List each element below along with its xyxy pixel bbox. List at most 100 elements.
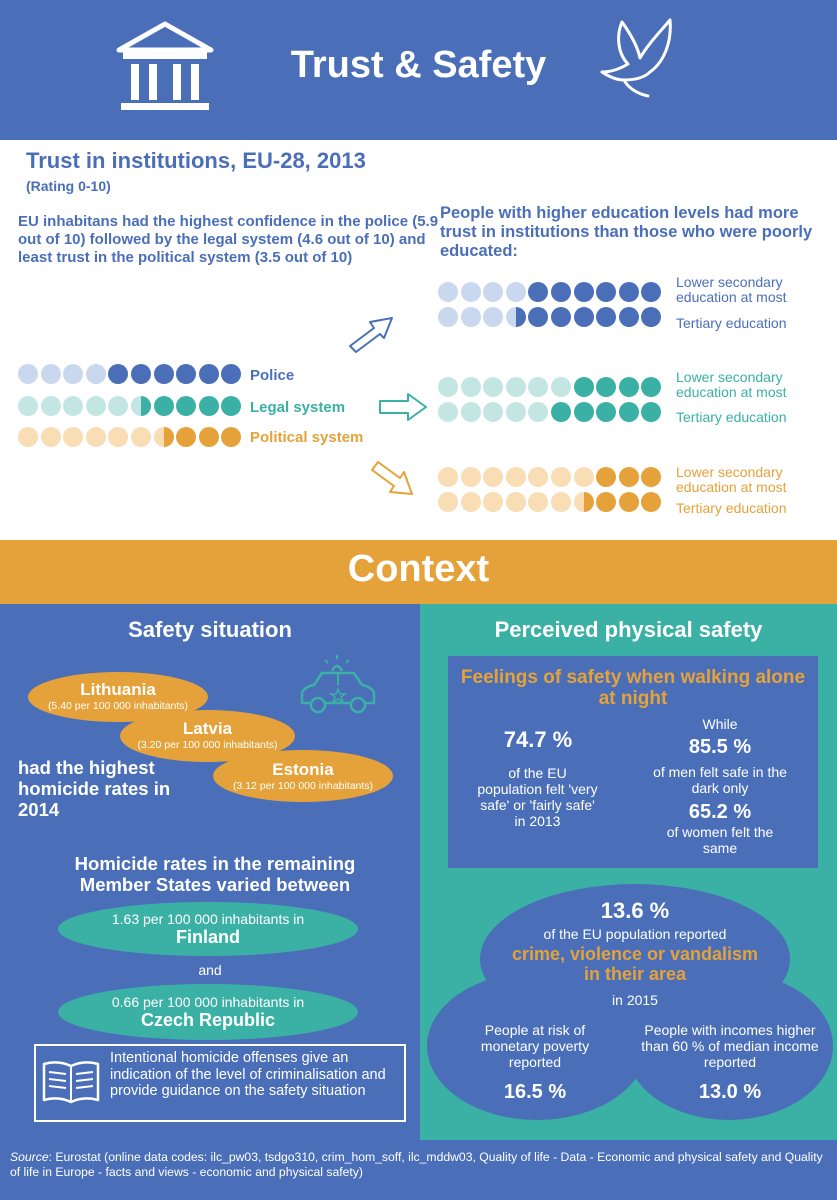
education-rating-dot — [596, 377, 617, 397]
latvia-rate: (3.20 per 100 000 inhabitants) — [137, 739, 278, 751]
trust-rating-dot — [176, 427, 197, 447]
education-rating-dot — [641, 282, 662, 302]
education-rating-dot — [550, 402, 571, 422]
night-safety-title: Feelings of safety when walking alone at… — [460, 667, 806, 709]
men-safe-text: of men felt safe in the dark only — [653, 764, 787, 796]
poverty-text: People at risk of monetary poverty repor… — [480, 1022, 590, 1070]
education-rating-dot — [618, 402, 639, 422]
women-safe-text: of women felt the same — [666, 824, 774, 856]
political-system-label: Political system — [250, 429, 364, 446]
trust-rating-dot — [130, 396, 151, 416]
trust-rating-dot — [63, 364, 84, 384]
crime-text: of the EU population reported — [543, 926, 727, 942]
police-label: Police — [250, 367, 295, 384]
education-rating-dot — [596, 492, 617, 512]
education-rating-dot — [505, 492, 526, 512]
note-text: Intentional homicide offenses give an in… — [110, 1050, 386, 1099]
police-car-icon — [300, 655, 376, 714]
open-book-icon — [42, 1061, 100, 1104]
education-rating-dot — [596, 282, 617, 302]
latvia-name: Latvia — [182, 719, 233, 738]
homicide-range-heading: Homicide rates in the remaining Member S… — [74, 853, 356, 895]
trust-rating-dot — [63, 396, 84, 416]
education-rating-dot — [528, 307, 549, 327]
education-rating-dot — [641, 402, 662, 422]
arrow-down-right-icon — [371, 461, 413, 495]
education-rating-dot — [550, 492, 571, 512]
education-rating-dot — [438, 467, 458, 487]
legal-tertiary-education-label: Tertiary education — [676, 409, 787, 425]
source-text: : Eurostat (online data codes: ilc_pw03,… — [10, 1150, 823, 1179]
night-safety-box — [448, 656, 818, 868]
trust-rating-dot — [221, 427, 242, 447]
eu-safe-text: of the EU population felt 'very safe' or… — [477, 765, 598, 829]
trust-rating-dot — [18, 396, 38, 416]
education-rating-dot — [438, 492, 458, 512]
police-rating-dots — [18, 364, 242, 384]
education-rating-dot — [596, 307, 617, 327]
dove-icon — [600, 18, 672, 98]
education-rating-dot — [573, 282, 594, 302]
education-intro-text: People with higher education levels had … — [440, 204, 813, 260]
trust-rating-dot — [130, 364, 151, 384]
education-rating-dot — [641, 377, 662, 397]
income-ellipse — [625, 972, 833, 1120]
education-rating-dot — [460, 377, 481, 397]
political-system-rating-dots — [18, 427, 242, 447]
trust-rating-dot — [40, 396, 61, 416]
trust-rating-dot — [40, 364, 61, 384]
education-rating-dot — [573, 307, 594, 327]
trust-rating-dot — [85, 396, 106, 416]
education-rating-dot — [528, 467, 549, 487]
trust-rating-dot — [85, 364, 106, 384]
eu-safe-value: 74.7 % — [503, 727, 573, 752]
trust-rating-dot — [18, 427, 38, 447]
trust-rating-dot — [18, 364, 38, 384]
finland-name: Finland — [176, 927, 240, 947]
political-lower-education-dots — [438, 467, 662, 487]
trust-rating-dot — [108, 364, 129, 384]
institution-building-icon — [116, 21, 214, 110]
education-rating-dot — [641, 467, 662, 487]
education-rating-dot — [460, 282, 481, 302]
education-rating-dot — [505, 402, 526, 422]
trust-rating-dot — [198, 364, 219, 384]
finland-rate: 1.63 per 100 000 inhabitants in — [111, 911, 305, 927]
women-safe-value: 65.2 % — [688, 801, 752, 823]
police-lower-education-dots — [438, 282, 662, 302]
legal-system-rating-dots — [18, 396, 242, 416]
trust-rating-dot — [198, 396, 219, 416]
context-title: Context — [347, 548, 490, 590]
poverty-value: 16.5 % — [503, 1081, 567, 1103]
education-rating-dot — [618, 377, 639, 397]
trust-rating-dot — [85, 427, 106, 447]
education-rating-dot — [460, 307, 481, 327]
trust-rating-dot — [153, 396, 174, 416]
trust-rating-dot — [40, 427, 61, 447]
political-lower-education-label: Lower secondary education at most — [676, 464, 787, 495]
crime-year: in 2015 — [612, 992, 658, 1008]
trust-rating-dot — [153, 427, 174, 447]
education-rating-dot — [550, 467, 571, 487]
education-rating-dot — [528, 492, 549, 512]
arrow-up-right-icon — [349, 317, 393, 353]
trust-title: Trust in institutions, EU-28, 2013 — [26, 148, 366, 173]
education-rating-dot — [573, 402, 594, 422]
police-tertiary-education-dots — [438, 307, 662, 327]
legal-lower-education-dots — [438, 377, 662, 397]
finland-oval: 1.63 per 100 000 inhabitants in Finland — [58, 902, 358, 956]
trust-rating-dot — [108, 396, 129, 416]
education-rating-dot — [641, 307, 662, 327]
education-rating-dot — [505, 307, 526, 327]
men-safe-value: 85.5 % — [688, 736, 752, 758]
education-rating-dot — [641, 492, 662, 512]
safety-situation-heading: Safety situation — [128, 617, 292, 642]
education-rating-dot — [483, 282, 504, 302]
education-rating-dot — [483, 307, 504, 327]
and-text: and — [198, 962, 222, 978]
education-rating-dot — [573, 492, 594, 512]
trust-rating-dot — [108, 427, 129, 447]
perceived-safety-heading: Perceived physical safety — [494, 617, 763, 642]
education-rating-dot — [460, 492, 481, 512]
czech-name: Czech Republic — [140, 1010, 276, 1030]
